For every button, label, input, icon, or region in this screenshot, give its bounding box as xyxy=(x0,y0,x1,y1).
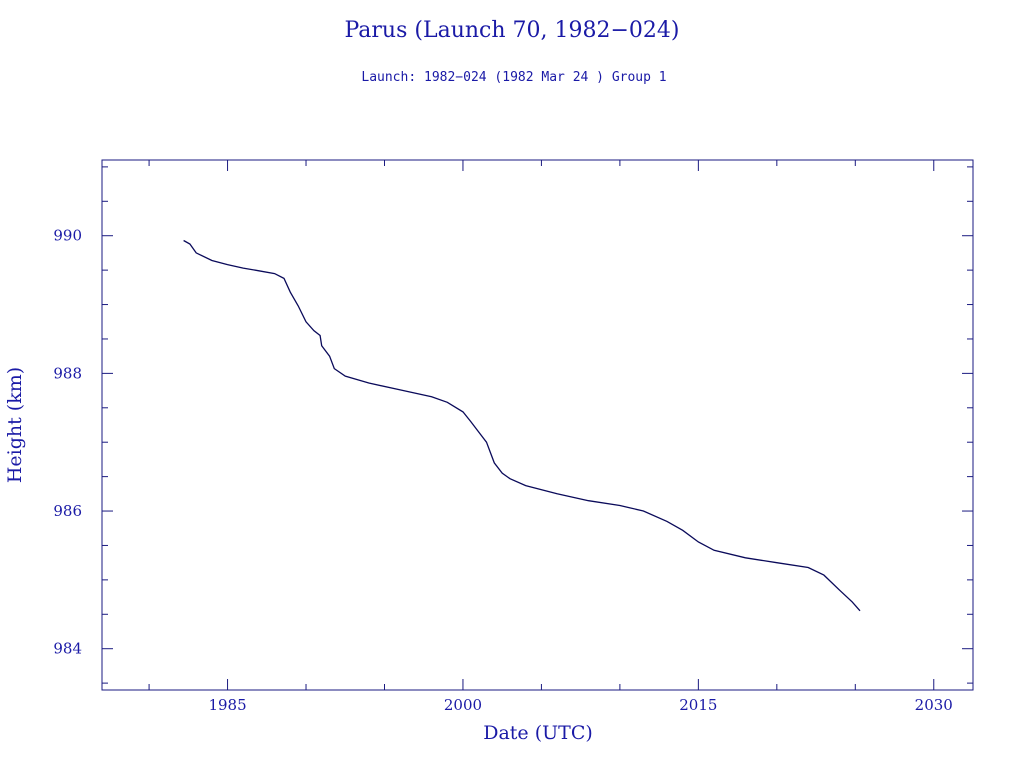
y-tick-label: 990 xyxy=(53,227,82,245)
y-tick-label: 988 xyxy=(53,364,82,382)
y-axis-label: Height (km) xyxy=(4,367,26,483)
x-tick-label: 2015 xyxy=(679,696,717,714)
plot-frame xyxy=(101,159,974,691)
axis-ticks xyxy=(102,160,973,690)
series-line-height xyxy=(183,239,861,612)
chart-title: Parus (Launch 70, 1982−024) xyxy=(344,18,679,43)
x-tick-label: 1985 xyxy=(208,696,246,714)
tick-labels: 1985 2000 2015 2030 984 986 988 990 xyxy=(53,227,953,714)
x-tick-label: 2000 xyxy=(444,696,482,714)
chart-subtitle: Launch: 1982−024 (1982 Mar 24 ) Group 1 xyxy=(361,70,666,85)
x-tick-label: 2030 xyxy=(915,696,953,714)
y-tick-label: 984 xyxy=(53,640,82,658)
y-tick-label: 986 xyxy=(53,502,82,520)
x-axis-label: Date (UTC) xyxy=(483,722,593,744)
